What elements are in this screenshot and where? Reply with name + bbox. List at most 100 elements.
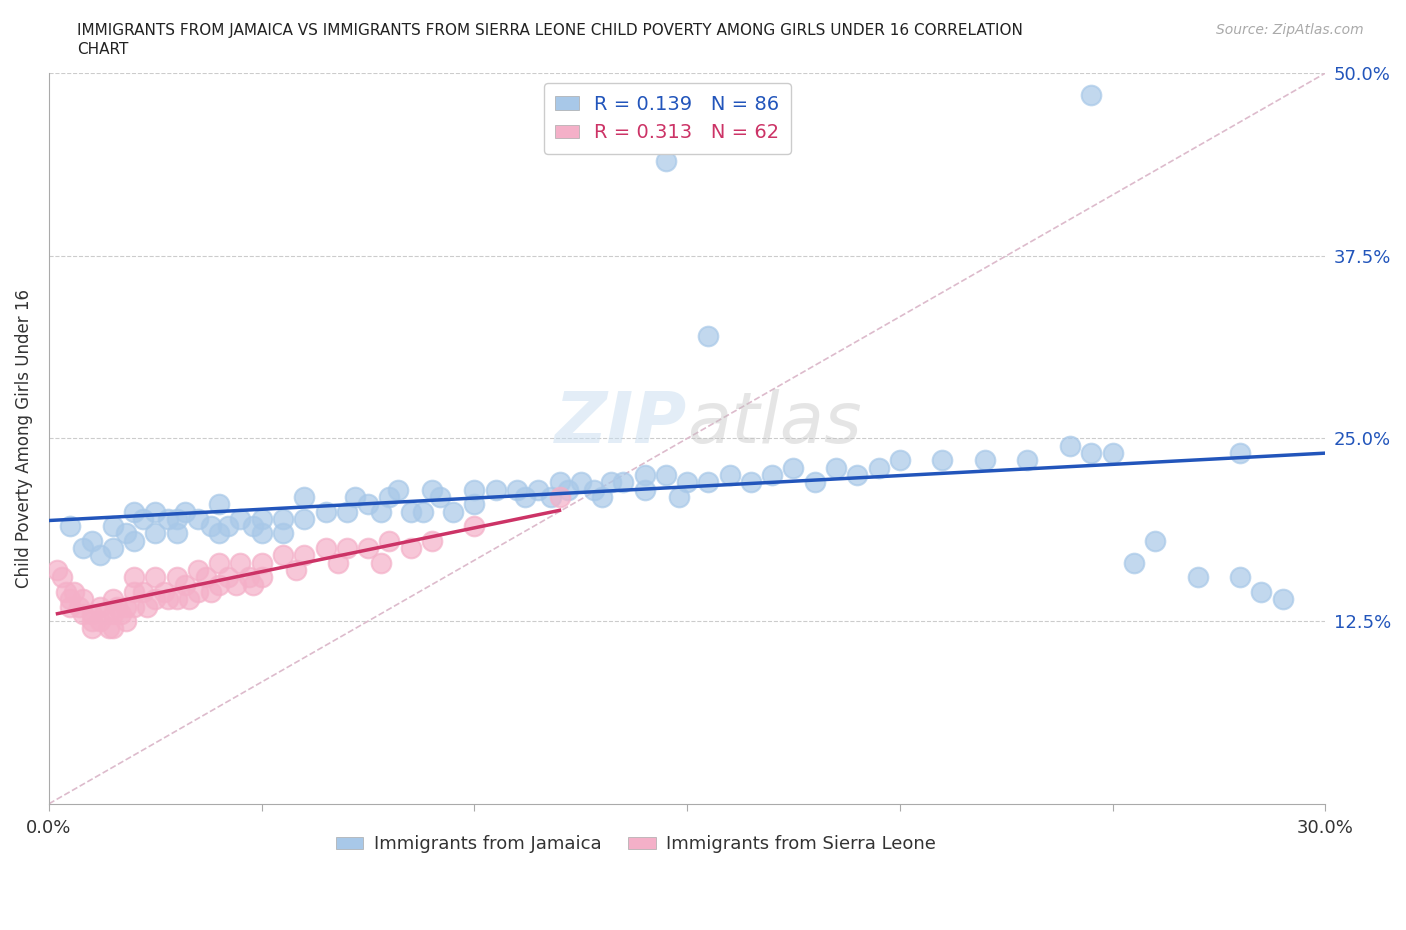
Point	[101, 540, 124, 555]
Point	[166, 591, 188, 606]
Point	[122, 533, 145, 548]
Point	[420, 533, 443, 548]
Point	[59, 519, 82, 534]
Point	[131, 584, 153, 599]
Point	[250, 526, 273, 541]
Point	[157, 591, 180, 606]
Point	[668, 489, 690, 504]
Point	[114, 526, 136, 541]
Point	[399, 540, 422, 555]
Point	[110, 606, 132, 621]
Point	[200, 519, 222, 534]
Point	[357, 497, 380, 512]
Point	[974, 453, 997, 468]
Point	[328, 555, 350, 570]
Point	[51, 570, 73, 585]
Point	[250, 555, 273, 570]
Point	[208, 526, 231, 541]
Point	[105, 599, 128, 614]
Point	[515, 489, 537, 504]
Point	[633, 468, 655, 483]
Point	[399, 504, 422, 519]
Point	[271, 512, 294, 526]
Point	[344, 489, 367, 504]
Point	[292, 512, 315, 526]
Text: atlas: atlas	[688, 390, 862, 458]
Point	[242, 578, 264, 592]
Point	[72, 540, 94, 555]
Point	[463, 482, 485, 497]
Point	[174, 578, 197, 592]
Text: CHART: CHART	[77, 42, 129, 57]
Point	[846, 468, 869, 483]
Point	[357, 540, 380, 555]
Point	[1080, 445, 1102, 460]
Point	[441, 504, 464, 519]
Point	[114, 599, 136, 614]
Point	[697, 328, 720, 343]
Point	[80, 606, 103, 621]
Point	[89, 548, 111, 563]
Point	[1080, 87, 1102, 102]
Point	[242, 519, 264, 534]
Point	[1017, 453, 1039, 468]
Point	[1271, 591, 1294, 606]
Point	[238, 570, 260, 585]
Point	[80, 614, 103, 629]
Point	[135, 599, 157, 614]
Point	[1229, 570, 1251, 585]
Point	[174, 504, 197, 519]
Point	[157, 512, 180, 526]
Point	[740, 475, 762, 490]
Point	[250, 570, 273, 585]
Point	[208, 497, 231, 512]
Point	[97, 621, 120, 636]
Point	[122, 504, 145, 519]
Point	[143, 526, 166, 541]
Point	[655, 468, 678, 483]
Point	[229, 555, 252, 570]
Point	[387, 482, 409, 497]
Point	[718, 468, 741, 483]
Point	[217, 570, 239, 585]
Point	[336, 540, 359, 555]
Point	[676, 475, 699, 490]
Point	[506, 482, 529, 497]
Point	[412, 504, 434, 519]
Point	[208, 555, 231, 570]
Point	[131, 512, 153, 526]
Point	[143, 504, 166, 519]
Point	[80, 621, 103, 636]
Y-axis label: Child Poverty Among Girls Under 16: Child Poverty Among Girls Under 16	[15, 289, 32, 588]
Point	[114, 614, 136, 629]
Point	[292, 548, 315, 563]
Point	[63, 584, 86, 599]
Point	[782, 460, 804, 475]
Point	[89, 599, 111, 614]
Point	[463, 519, 485, 534]
Point	[284, 563, 307, 578]
Point	[1250, 584, 1272, 599]
Point	[59, 599, 82, 614]
Point	[93, 606, 115, 621]
Point	[80, 533, 103, 548]
Point	[225, 578, 247, 592]
Point	[540, 489, 562, 504]
Point	[59, 591, 82, 606]
Point	[67, 599, 90, 614]
Point	[101, 606, 124, 621]
Point	[122, 584, 145, 599]
Point	[429, 489, 451, 504]
Point	[271, 548, 294, 563]
Point	[315, 540, 337, 555]
Point	[761, 468, 783, 483]
Point	[557, 482, 579, 497]
Point	[1122, 555, 1144, 570]
Point	[89, 614, 111, 629]
Point	[420, 482, 443, 497]
Point	[825, 460, 848, 475]
Point	[195, 570, 218, 585]
Point	[582, 482, 605, 497]
Point	[485, 482, 508, 497]
Point	[1229, 445, 1251, 460]
